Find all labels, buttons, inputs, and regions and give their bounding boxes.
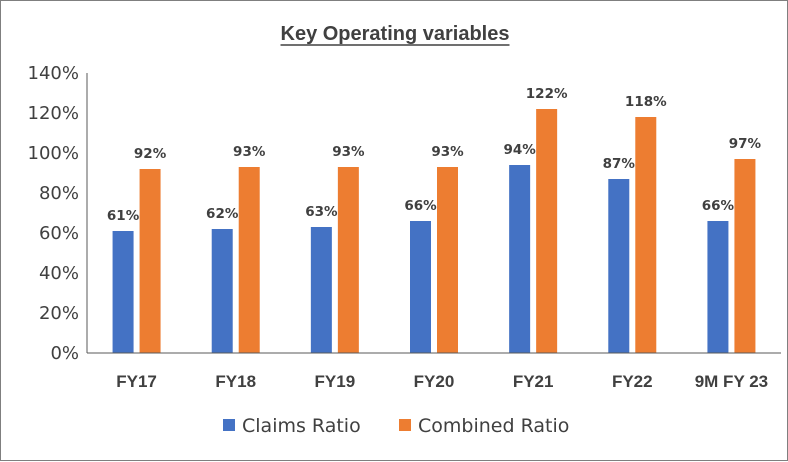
combined-ratio-label: 122%	[526, 86, 568, 102]
combined-ratio-bar	[139, 169, 161, 353]
combined-ratio-label: 97%	[729, 136, 762, 152]
x-tick-label: FY19	[315, 372, 356, 391]
x-tick-label: FY18	[215, 372, 256, 391]
combined-ratio-bar	[635, 117, 657, 353]
combined-ratio-bar	[437, 167, 458, 353]
claims-ratio-bar	[509, 165, 531, 353]
claims-ratio-label: 66%	[702, 198, 735, 214]
x-tick-label: 9M FY 23	[695, 372, 768, 391]
combined-ratio-bar	[734, 159, 756, 353]
claims-ratio-bar	[410, 221, 431, 353]
claims-ratio-bar	[211, 229, 233, 353]
y-tick-label: 60%	[39, 223, 79, 244]
combined-ratio-bar	[238, 167, 260, 353]
bars: 61% 92% 62% 93% 63% 93% 66% 93% 94% 122% 87% 118% 66…	[107, 86, 762, 353]
claims-ratio-label: 66%	[404, 198, 437, 214]
combined-ratio-label: 93%	[233, 144, 266, 160]
claims-ratio-bar	[707, 221, 729, 353]
y-tick-label: 140%	[28, 63, 79, 84]
combined-ratio-bar	[536, 109, 558, 353]
x-tick-label: FY21	[513, 372, 554, 391]
chart-title: Key Operating variables	[281, 23, 510, 45]
x-tick-label: FY20	[414, 372, 455, 391]
legend-swatch	[399, 419, 411, 431]
legend-swatch	[223, 419, 235, 431]
y-tick-label: 0%	[50, 343, 79, 364]
combined-ratio-label: 118%	[625, 94, 667, 110]
x-tick-label: FY22	[612, 372, 653, 391]
claims-ratio-label: 63%	[305, 204, 338, 220]
y-tick-label: 20%	[39, 303, 79, 324]
x-axis: FY17 FY18 FY19 FY20 FY21 FY22 9M FY 23	[87, 352, 781, 391]
claims-ratio-bar	[310, 227, 332, 353]
y-axis: 0% 20% 40% 60% 80% 100% 120% 140%	[28, 63, 88, 364]
y-tick-label: 40%	[39, 263, 79, 284]
combined-ratio-bar	[337, 167, 359, 353]
legend-label: Claims Ratio	[242, 415, 361, 437]
legend-label: Combined Ratio	[418, 415, 569, 437]
claims-ratio-bar	[608, 179, 630, 353]
y-tick-label: 120%	[28, 103, 79, 124]
y-tick-label: 80%	[39, 183, 79, 204]
claims-ratio-bar	[112, 231, 134, 353]
combined-ratio-label: 92%	[134, 146, 167, 162]
legend: Claims Ratio Combined Ratio	[223, 415, 569, 437]
y-tick-label: 100%	[28, 143, 79, 164]
combined-ratio-label: 93%	[332, 144, 365, 160]
x-tick-label: FY17	[116, 372, 157, 391]
claims-ratio-label: 87%	[603, 156, 636, 172]
claims-ratio-label: 61%	[107, 208, 140, 224]
claims-ratio-label: 62%	[206, 206, 239, 222]
claims-ratio-label: 94%	[503, 142, 536, 158]
combined-ratio-label: 93%	[431, 144, 464, 160]
